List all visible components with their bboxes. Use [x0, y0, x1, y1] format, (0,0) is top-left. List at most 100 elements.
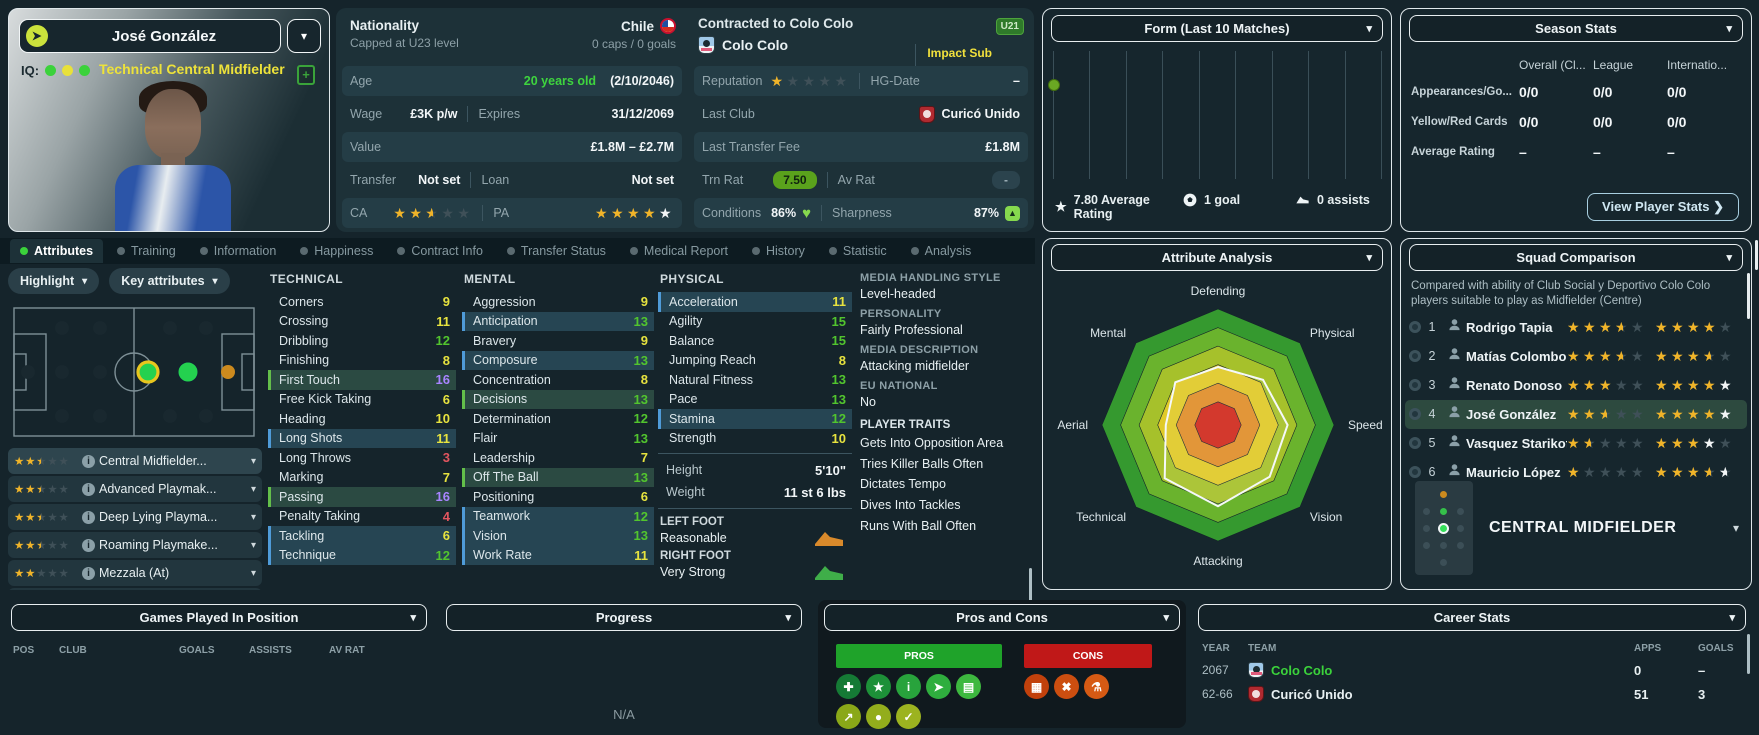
career-scrollbar[interactable] [1747, 634, 1750, 674]
assist-boot-icon [1296, 196, 1309, 204]
squad-scrollbar[interactable] [1747, 273, 1750, 319]
page-scrollbar[interactable] [1755, 240, 1758, 270]
season-column-header: League [1593, 58, 1634, 72]
weight-value: 11 st 6 lbs [783, 484, 846, 500]
star-icon: ★★ [1583, 435, 1596, 452]
form-panel-header[interactable]: Form (Last 10 Matches) ▾ [1051, 15, 1383, 42]
season-stat-value: – [1667, 144, 1675, 160]
goal-ball-icon [1183, 193, 1197, 207]
star-fill: ★ [1703, 378, 1716, 393]
key-attributes-label: Key attributes [121, 274, 205, 288]
tab-transfer-status[interactable]: Transfer Status [497, 239, 616, 263]
squad-row[interactable]: 1 Rodrigo Tapia ★ ★ ★ ★ ★ ★ ★ ★ ★ ★ ★ ★ ★ ★ ★ ★ ★ ★ [1405, 313, 1747, 342]
tab-happiness[interactable]: Happiness [290, 239, 383, 263]
radar-axis-label: Vision [1310, 510, 1342, 524]
position-dot-amc-natural [177, 361, 199, 383]
squad-row[interactable]: 5 Vasquez Starikoff ★ ★ ★ ★ ★ ★ ★ ★ ★ ★ ★ ★ ★ ★ ★ ★ [1405, 429, 1747, 458]
star-fill: ★ [14, 455, 25, 467]
career-row[interactable]: 2067 Colo Colo 0 – [1202, 662, 1742, 678]
form-footer: ★ 7.80 Average Rating 1 goal 0 assists [1055, 193, 1383, 221]
star-icon: ★★ [14, 482, 25, 496]
highlight-dropdown[interactable]: Highlight ▾ [8, 268, 100, 294]
tab-contract-info[interactable]: Contract Info [387, 239, 493, 263]
star-icon: ★★ [770, 74, 785, 88]
view-player-stats-button[interactable]: View Player Stats ❯ [1587, 193, 1739, 221]
right-foot-row: Very Strong [660, 562, 846, 582]
squad-row[interactable]: 3 Renato Donoso ★ ★ ★ ★ ★ ★ ★ ★ ★ ★ ★ ★ ★ ★ ★ ★ ★ ★ [1405, 371, 1747, 400]
tab-analysis[interactable]: Analysis [901, 239, 982, 263]
star-icon: ★★ [595, 206, 610, 220]
career-column-header: YEAR [1202, 643, 1230, 654]
star-icon: ★ [1615, 377, 1628, 394]
attribute-name: Anticipation [473, 314, 538, 329]
tab-dot-icon [199, 247, 208, 255]
role-stars: ★★★★★★★★ [14, 455, 69, 467]
career-team: Colo Colo [1248, 662, 1634, 678]
role-row[interactable]: ★ ★ ★ ★ ★ ★ ★ i Mezzala (At) ▾ [8, 560, 262, 586]
attribute-value: 8 [442, 352, 450, 368]
attribute-row: First Touch 16 [268, 370, 456, 390]
games-played-header[interactable]: Games Played In Position ▾ [11, 604, 427, 631]
player-name-bar[interactable]: José González [19, 19, 281, 53]
position-pitch-map [13, 307, 255, 437]
last-club-label: Last Club [702, 107, 755, 121]
shortlist-add-icon[interactable]: + [297, 65, 315, 85]
star-icon: ★ [1719, 348, 1732, 365]
tab-information[interactable]: Information [190, 239, 287, 263]
attribute-analysis-header[interactable]: Attribute Analysis ▾ [1051, 244, 1383, 271]
wage-row: Wage £3K p/w Expires 31/12/2069 [342, 99, 682, 129]
role-row[interactable]: ★★★★★★★i▾ [8, 588, 262, 590]
sharpness-value: 87% [973, 206, 999, 220]
info-icon: i [82, 566, 95, 580]
player-select-dropdown[interactable]: ▾ [287, 19, 321, 53]
tab-history[interactable]: History [742, 239, 815, 263]
tab-dot-icon [506, 247, 515, 255]
weight-label: Weight [666, 485, 705, 499]
tab-medical-report[interactable]: Medical Report [620, 239, 738, 263]
attribute-value: 12 [831, 411, 846, 427]
condition-row: Conditions 86% ♥ Sharpness 87% ▲ [694, 198, 1028, 228]
squad-rank: 2 [1428, 349, 1436, 364]
tab-statistic[interactable]: Statistic [819, 239, 897, 263]
career-stats-header[interactable]: Career Stats ▾ [1198, 604, 1746, 631]
career-column-header: APPS [1634, 643, 1662, 654]
attribute-row: Composure 13 [462, 350, 654, 370]
form-gridline [1053, 51, 1054, 179]
cons-header: CONS [1024, 644, 1152, 668]
tab-attributes[interactable]: Attributes [10, 239, 104, 263]
squad-row[interactable]: 4 José González ★ ★ ★ ★ ★ ★ ★ ★ ★ ★ ★ ★ ★ ★ ★ ★ ★ ★ [1405, 399, 1747, 429]
star-fill: ★ [14, 511, 25, 523]
star-fill: ★ [1583, 378, 1596, 393]
career-row[interactable]: 62-66 Curicó Unido 51 3 [1202, 686, 1742, 702]
attribute-row: Flair 13 [462, 429, 654, 449]
key-attributes-dropdown[interactable]: Key attributes ▾ [109, 268, 230, 294]
left-foot-value: Reasonable [660, 531, 727, 545]
squad-row[interactable]: 6 Mauricio López ★ ★ ★ ★ ★ ★ ★ ★ ★ ★ ★ ★ ★ ★ ★ ★ [1405, 458, 1747, 487]
position-dot-st-competent [221, 365, 235, 379]
pros-and-cons-header[interactable]: Pros and Cons ▾ [824, 604, 1180, 631]
season-stats-header[interactable]: Season Stats ▾ [1409, 15, 1743, 42]
setpiece-pro-icon: ✓ [896, 704, 921, 729]
chevron-down-icon: ▾ [250, 567, 256, 579]
tab-training[interactable]: Training [107, 239, 186, 263]
tab-label: Medical Report [643, 244, 728, 258]
chevron-down-icon[interactable]: ▾ [1732, 521, 1739, 535]
squad-row[interactable]: 2 Matías Colombo ★ ★ ★ ★ ★ ★ ★ ★ ★ ★ ★ ★ ★ ★ ★ ★ ★ ★ [1405, 342, 1747, 371]
mini-pitch-dot [1440, 542, 1447, 549]
attribute-name: Natural Fitness [669, 372, 754, 387]
star-icon: ★ [1615, 464, 1628, 481]
personality-label: PERSONALITY [860, 308, 942, 320]
star-icon: ★★ [1567, 407, 1582, 421]
contracted-club[interactable]: Colo Colo [698, 36, 1026, 54]
star-icon: ★ [58, 538, 69, 552]
squad-comparison-header[interactable]: Squad Comparison ▾ [1409, 244, 1743, 271]
caps-label: 0 caps / 0 goals [591, 37, 676, 51]
progress-pro-icon: ↗ [836, 704, 861, 729]
chevron-down-icon: ▾ [82, 275, 88, 287]
pros-icons: ✚ ★ i ➤ ▤ ↗ ● ✓ [836, 674, 1006, 729]
progress-header[interactable]: Progress ▾ [446, 604, 802, 631]
